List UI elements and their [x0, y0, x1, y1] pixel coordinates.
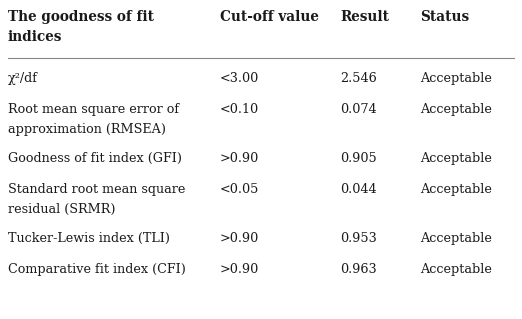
Text: Status: Status [420, 10, 469, 24]
Text: 0.963: 0.963 [340, 263, 377, 276]
Text: The goodness of fit: The goodness of fit [8, 10, 154, 24]
Text: >0.90: >0.90 [220, 232, 259, 245]
Text: Cut-off value: Cut-off value [220, 10, 319, 24]
Text: Acceptable: Acceptable [420, 232, 492, 245]
Text: Acceptable: Acceptable [420, 72, 492, 85]
Text: 0.905: 0.905 [340, 152, 377, 165]
Text: Result: Result [340, 10, 389, 24]
Text: 2.546: 2.546 [340, 72, 377, 85]
Text: Acceptable: Acceptable [420, 183, 492, 196]
Text: Acceptable: Acceptable [420, 152, 492, 165]
Text: Goodness of fit index (GFI): Goodness of fit index (GFI) [8, 152, 182, 165]
Text: 0.044: 0.044 [340, 183, 377, 196]
Text: Acceptable: Acceptable [420, 103, 492, 116]
Text: >0.90: >0.90 [220, 152, 259, 165]
Text: <0.10: <0.10 [220, 103, 259, 116]
Text: Comparative fit index (CFI): Comparative fit index (CFI) [8, 263, 186, 276]
Text: residual (SRMR): residual (SRMR) [8, 203, 115, 216]
Text: 0.953: 0.953 [340, 232, 377, 245]
Text: Tucker-Lewis index (TLI): Tucker-Lewis index (TLI) [8, 232, 170, 245]
Text: 0.074: 0.074 [340, 103, 377, 116]
Text: <3.00: <3.00 [220, 72, 259, 85]
Text: approximation (RMSEA): approximation (RMSEA) [8, 123, 166, 136]
Text: χ²/df: χ²/df [8, 72, 38, 85]
Text: >0.90: >0.90 [220, 263, 259, 276]
Text: Root mean square error of: Root mean square error of [8, 103, 179, 116]
Text: Acceptable: Acceptable [420, 263, 492, 276]
Text: Standard root mean square: Standard root mean square [8, 183, 185, 196]
Text: indices: indices [8, 30, 62, 44]
Text: <0.05: <0.05 [220, 183, 259, 196]
